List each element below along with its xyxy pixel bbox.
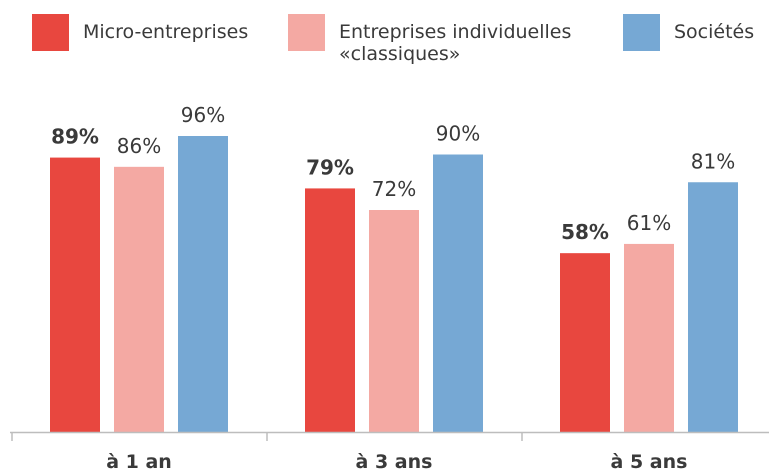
value-label-micro-entreprises-a-5-ans: 58% [561,220,609,244]
value-label-micro-entreprises-a-1-an: 89% [51,125,99,149]
bar-micro-entreprises-a-5-ans [560,253,610,432]
category-label-a-1-an: à 1 an [106,451,172,473]
value-label-societes-a-3-ans: 90% [436,122,480,146]
legend-item-micro: Micro-entreprises [32,14,248,51]
value-label-micro-entreprises-a-3-ans: 79% [306,155,354,179]
bar-micro-entreprises-a-1-an [50,157,100,433]
legend-label-micro: Micro-entreprises [83,21,249,43]
legend-swatch-societes [623,14,660,51]
value-label-entreprises-individuelles-a-1-an: 86% [117,134,161,158]
legend-label-individuelles: Entreprises individuelles «classiques» [339,21,572,65]
bar-micro-entreprises-a-3-ans [305,188,355,432]
category-label-a-5-ans: à 5 ans [611,451,688,473]
value-label-societes-a-1-an: 96% [181,103,225,127]
legend-item-societes: Sociétés [623,14,754,51]
value-label-entreprises-individuelles-a-5-ans: 61% [627,211,671,235]
bar-entreprises-individuelles-a-1-an [114,166,164,433]
category-labels-group: à 1 an à 3 ans à 5 ans [106,451,687,473]
x-axis [10,431,769,441]
category-label-a-3-ans: à 3 ans [356,451,433,473]
value-labels-group: 89% 86% 96% 79% 72% 90% 58% 61% 81% [51,103,735,244]
legend: Micro-entreprises Entreprises individuel… [0,14,769,74]
bars-group [50,136,738,433]
bar-entreprises-individuelles-a-5-ans [624,243,674,432]
bar-entreprises-individuelles-a-3-ans [369,210,419,432]
legend-swatch-individuelles [288,14,325,51]
legend-swatch-micro [32,14,69,51]
bar-societes-a-3-ans [433,154,483,432]
value-label-entreprises-individuelles-a-3-ans: 72% [372,177,416,201]
bar-societes-a-5-ans [688,182,738,432]
value-label-societes-a-5-ans: 81% [691,149,735,173]
bar-societes-a-1-an [178,136,228,432]
legend-item-individuelles: Entreprises individuelles «classiques» [288,14,571,65]
legend-label-societes: Sociétés [674,21,755,43]
